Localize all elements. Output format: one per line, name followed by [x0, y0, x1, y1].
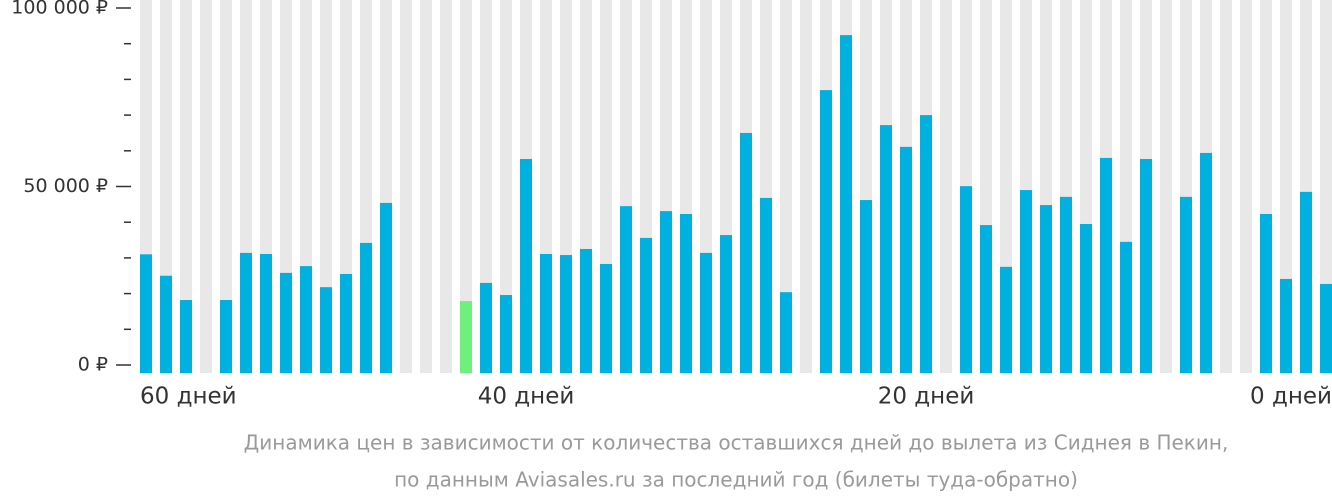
x-tick-label: 40 дней — [478, 384, 575, 410]
bar — [1300, 191, 1312, 373]
bar — [1200, 152, 1212, 373]
bar — [1060, 196, 1072, 373]
bar — [860, 200, 872, 373]
bar — [320, 287, 332, 373]
bar — [1140, 159, 1152, 373]
column-bg — [200, 0, 212, 373]
column-bg — [320, 0, 332, 373]
column-bg — [400, 0, 412, 373]
bar — [280, 272, 292, 373]
bar — [820, 90, 832, 374]
column-bg — [220, 0, 232, 373]
bar — [600, 263, 612, 373]
bar — [140, 254, 152, 373]
bar — [300, 266, 312, 373]
caption: по данным Aviasales.ru за последний год … — [394, 468, 1078, 492]
column-bg — [780, 0, 792, 373]
y-tick-label: 100 000 ₽ — [11, 0, 108, 19]
bar — [240, 252, 252, 373]
bar — [260, 253, 272, 373]
bar — [540, 253, 552, 373]
bar — [900, 146, 912, 373]
bar — [380, 202, 392, 373]
bar — [680, 213, 692, 373]
bar — [760, 197, 772, 373]
column-bg — [1160, 0, 1172, 373]
bar — [1040, 205, 1052, 373]
column-bg — [1220, 0, 1232, 373]
bar — [1080, 223, 1092, 373]
column-bg — [940, 0, 952, 373]
caption: Динамика цен в зависимости от количества… — [244, 431, 1229, 455]
bar — [720, 235, 732, 373]
column-bg — [440, 0, 452, 373]
bar — [220, 300, 232, 373]
column-bg — [480, 0, 492, 373]
x-tick-label: 20 дней — [878, 384, 975, 410]
bar — [180, 300, 192, 373]
bar — [880, 125, 892, 373]
column-bg — [1320, 0, 1332, 373]
bar — [1100, 157, 1112, 373]
bar — [1120, 241, 1132, 373]
x-tick-label: 60 дней — [140, 384, 237, 410]
bar — [560, 255, 572, 373]
column-bg — [180, 0, 192, 373]
bar — [520, 159, 532, 373]
y-tick-label: 50 000 ₽ — [23, 175, 108, 197]
bar — [1180, 196, 1192, 373]
bar — [840, 35, 852, 374]
bar — [640, 237, 652, 373]
bar — [460, 301, 472, 373]
bar — [340, 273, 352, 373]
x-tick-label: 0 дней — [1250, 384, 1332, 410]
bar — [960, 186, 972, 373]
bar — [740, 132, 752, 373]
bar — [500, 295, 512, 373]
bar — [920, 115, 932, 373]
bar — [660, 211, 672, 373]
bar — [1000, 266, 1012, 373]
bar — [700, 252, 712, 373]
bar — [1320, 283, 1332, 373]
bar — [620, 206, 632, 373]
bar — [780, 292, 792, 373]
column-bg — [1240, 0, 1252, 373]
bar — [580, 248, 592, 373]
column-bg — [800, 0, 812, 373]
bar — [480, 282, 492, 373]
bar — [360, 242, 372, 373]
y-tick-label: 0 ₽ — [78, 354, 108, 376]
bar — [1020, 190, 1032, 373]
bar — [1260, 213, 1272, 373]
bar — [980, 225, 992, 373]
column-bg — [420, 0, 432, 373]
column-bg — [500, 0, 512, 373]
bar — [1280, 278, 1292, 373]
bar — [160, 275, 172, 373]
column-bg — [460, 0, 472, 373]
